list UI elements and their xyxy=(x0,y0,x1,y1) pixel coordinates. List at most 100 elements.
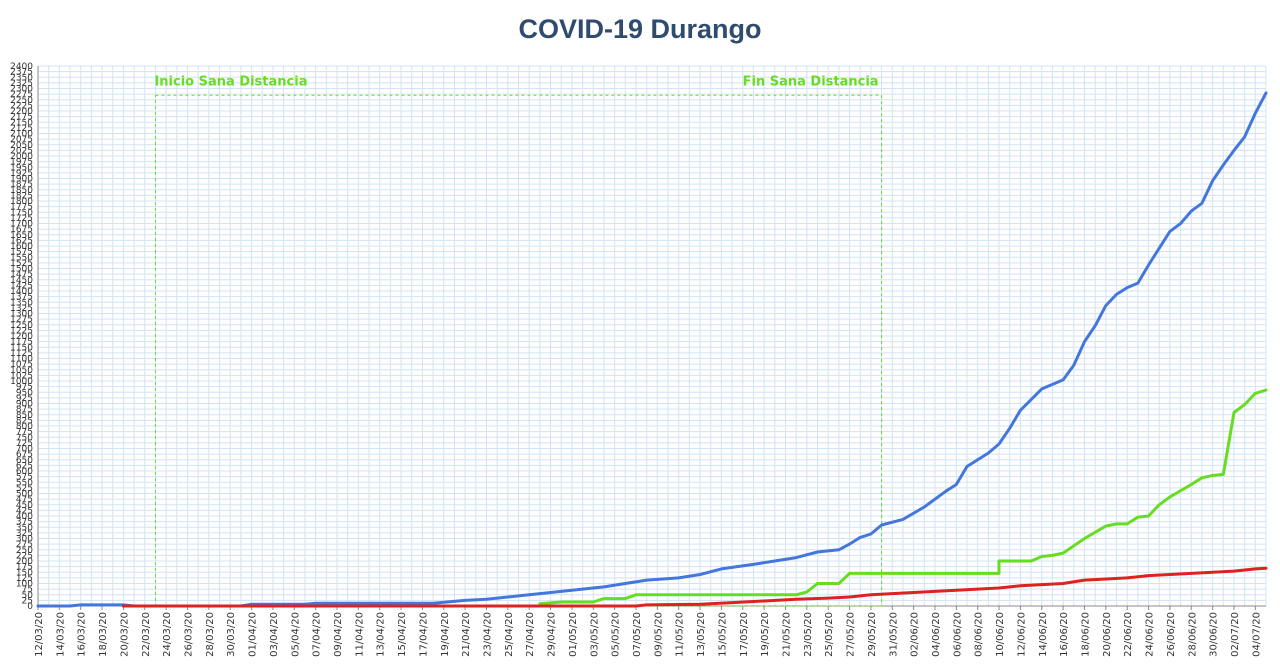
x-tick-label: 18/03/20 xyxy=(98,612,109,657)
y-tick-label: 2075 xyxy=(10,135,33,145)
y-tick-label: 1900 xyxy=(10,175,33,185)
y-tick-label: 1850 xyxy=(10,186,33,196)
y-tick-label: 1400 xyxy=(10,287,33,297)
y-tick-label: 25 xyxy=(22,596,33,606)
y-tick-label: 725 xyxy=(16,439,33,449)
x-tick-label: 19/05/20 xyxy=(760,612,771,657)
x-tick-label: 13/04/20 xyxy=(376,612,387,657)
x-tick-label: 03/04/20 xyxy=(269,612,280,657)
annotation-fin-sana-distancia: Fin Sana Distancia xyxy=(743,74,879,89)
x-tick-label: 20/03/20 xyxy=(119,612,130,657)
y-tick-label: 2250 xyxy=(10,96,33,106)
series-line-blue xyxy=(36,91,1268,608)
y-tick-label: 1425 xyxy=(10,281,33,291)
y-tick-label: 1025 xyxy=(10,371,33,381)
y-tick-label: 1975 xyxy=(10,158,33,168)
y-tick-label: 50 xyxy=(22,591,34,601)
y-tick-label: 825 xyxy=(16,416,33,426)
y-tick-label: 1700 xyxy=(10,220,33,230)
y-tick-label: 350 xyxy=(16,523,33,533)
series-layer xyxy=(36,91,1268,608)
y-tick-label: 525 xyxy=(16,484,33,494)
y-tick-label: 975 xyxy=(16,383,33,393)
x-tick-label: 07/05/20 xyxy=(632,612,643,657)
y-tick-label: 1200 xyxy=(10,332,33,342)
y-tick-label: 2200 xyxy=(10,107,33,117)
y-tick-label: 2225 xyxy=(10,101,33,111)
y-tick-label: 750 xyxy=(16,433,33,443)
y-tick-label: 1150 xyxy=(10,343,33,353)
y-tick-label: 1100 xyxy=(10,355,33,365)
y-tick-label: 1375 xyxy=(10,293,33,303)
y-tick-label: 1275 xyxy=(10,315,33,325)
x-tick-label: 17/05/20 xyxy=(739,612,750,657)
y-tick-label: 1550 xyxy=(10,253,33,263)
y-tick-label: 1350 xyxy=(10,298,33,308)
x-tick-label: 28/06/20 xyxy=(1187,612,1198,657)
y-tick-label: 2150 xyxy=(10,118,33,128)
y-tick-label: 650 xyxy=(16,456,33,466)
x-tick-label: 20/06/20 xyxy=(1102,612,1113,657)
x-tick-label: 01/05/20 xyxy=(568,612,579,657)
y-tick-label: 775 xyxy=(16,428,33,438)
y-tick-label: 475 xyxy=(16,495,33,505)
x-tick-label: 26/03/20 xyxy=(183,612,194,657)
x-tick-label: 14/03/20 xyxy=(55,612,66,657)
y-tick-label: 200 xyxy=(16,557,33,567)
y-tick-label: 950 xyxy=(16,388,33,398)
x-tick-label: 05/04/20 xyxy=(290,612,301,657)
x-tick-label: 02/07/20 xyxy=(1230,612,1241,657)
y-tick-label: 2025 xyxy=(10,146,33,156)
y-tick-label: 1075 xyxy=(10,360,33,370)
y-tick-label: 1475 xyxy=(10,270,33,280)
y-tick-label: 425 xyxy=(16,506,33,516)
x-tick-label: 04/07/20 xyxy=(1251,612,1262,657)
y-tick-label: 2050 xyxy=(10,141,33,151)
y-tick-label: 75 xyxy=(22,585,33,595)
x-tick-label: 23/04/20 xyxy=(482,612,493,657)
x-tick-label: 29/05/20 xyxy=(867,612,878,657)
x-tick-label: 06/06/20 xyxy=(952,612,963,657)
y-tick-label: 1800 xyxy=(10,197,33,207)
y-tick-label: 1625 xyxy=(10,236,33,246)
annotation-inicio-sana-distancia: Inicio Sana Distancia xyxy=(154,74,307,89)
y-tick-label: 1750 xyxy=(10,208,33,218)
y-tick-label: 1525 xyxy=(10,259,33,269)
y-tick-label: 800 xyxy=(16,422,33,432)
x-tick-label: 25/04/20 xyxy=(504,612,515,657)
y-tick-label: 875 xyxy=(16,405,33,415)
y-tick-label: 1325 xyxy=(10,304,33,314)
series-line-green xyxy=(538,388,1268,606)
x-tick-label: 09/04/20 xyxy=(333,612,344,657)
x-tick-label: 15/05/20 xyxy=(717,612,728,657)
x-tick-label: 14/06/20 xyxy=(1038,612,1049,657)
axis-layer: 0255075100125150175200225250275300325350… xyxy=(10,62,1266,657)
x-tick-label: 12/03/20 xyxy=(34,612,45,657)
y-tick-label: 675 xyxy=(16,450,33,460)
x-tick-label: 07/04/20 xyxy=(312,612,323,657)
y-tick-label: 175 xyxy=(16,563,33,573)
x-tick-label: 09/05/20 xyxy=(653,612,664,657)
x-tick-label: 02/06/20 xyxy=(910,612,921,657)
y-tick-label: 2000 xyxy=(10,152,33,162)
x-tick-label: 12/06/20 xyxy=(1016,612,1027,657)
annotation-layer: Inicio Sana Distancia Fin Sana Distancia xyxy=(154,74,883,607)
y-tick-label: 325 xyxy=(16,529,33,539)
y-tick-label: 1825 xyxy=(10,191,33,201)
y-tick-label: 375 xyxy=(16,518,33,528)
y-tick-label: 700 xyxy=(16,445,33,455)
x-tick-label: 03/05/20 xyxy=(589,612,600,657)
y-tick-label: 100 xyxy=(16,580,33,590)
y-tick-label: 1175 xyxy=(10,338,33,348)
x-tick-label: 23/05/20 xyxy=(803,612,814,657)
series-line-red xyxy=(121,566,1268,608)
y-tick-label: 500 xyxy=(16,490,33,500)
x-tick-label: 31/05/20 xyxy=(888,612,899,657)
x-tick-label: 19/04/20 xyxy=(440,612,451,657)
y-tick-label: 1875 xyxy=(10,180,33,190)
chart-title: COVID-19 Durango xyxy=(518,14,762,44)
y-tick-label: 150 xyxy=(16,568,33,578)
x-tick-label: 17/04/20 xyxy=(418,612,429,657)
y-tick-label: 400 xyxy=(16,512,33,522)
